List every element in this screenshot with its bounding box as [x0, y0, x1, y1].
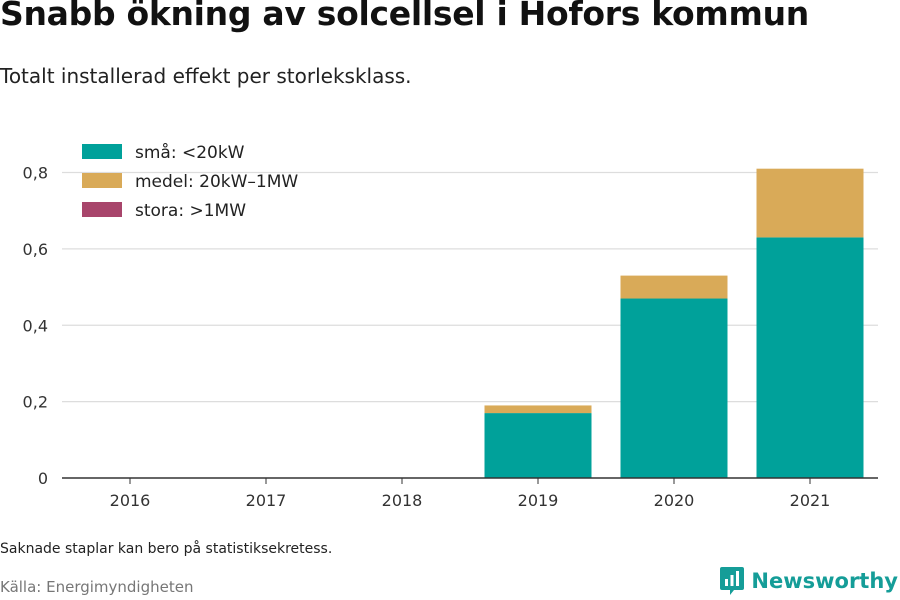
legend-swatch [82, 173, 122, 188]
bar-2020-series-0[interactable] [620, 298, 728, 478]
legend: små: <20kW medel: 20kW–1MW stora: >1MW [82, 142, 298, 221]
x-tick-label: 2019 [518, 491, 559, 510]
legend-swatch [82, 144, 122, 159]
bar-2019-series-1[interactable] [484, 405, 592, 414]
legend-label: små: <20kW [135, 142, 245, 163]
y-axis-ticks: 0 0,2 0,4 0,6 0,8 [23, 164, 48, 489]
bar-2019-series-0[interactable] [484, 413, 592, 478]
footnote: Saknade staplar kan bero på statistiksek… [0, 541, 333, 557]
legend-label: medel: 20kW–1MW [135, 172, 298, 192]
source-label: Källa: Energimyndigheten [0, 578, 194, 596]
x-tick-label: 2018 [382, 491, 423, 510]
newsworthy-logo[interactable]: Newsworthy [719, 566, 898, 596]
bar-2020-series-1[interactable] [620, 275, 728, 299]
chart-subtitle: Totalt installerad effekt per storlekskl… [0, 64, 412, 88]
bar-2021-series-1[interactable] [756, 168, 864, 238]
y-tick-label: 0,8 [23, 164, 48, 183]
y-tick-label: 0,6 [23, 240, 48, 259]
bars [484, 168, 864, 478]
x-tick-label: 2020 [654, 491, 695, 510]
y-tick-label: 0,2 [23, 393, 48, 412]
bar-chart: 0 0,2 0,4 0,6 0,8 2016 2017 2018 2019 2020 2021 s… [23, 142, 878, 510]
y-tick-label: 0,4 [23, 316, 48, 335]
legend-label: stora: >1MW [135, 201, 246, 221]
legend-swatch [82, 202, 122, 217]
bar-2021-series-0[interactable] [756, 237, 864, 478]
grid-lines [62, 171, 878, 403]
x-tick-label: 2016 [110, 491, 151, 510]
x-tick-label: 2021 [790, 491, 831, 510]
x-tick-label: 2017 [246, 491, 287, 510]
y-tick-label: 0 [38, 469, 48, 488]
chart-title: Snabb ökning av solcellsel i Hofors komm… [0, 0, 809, 33]
brand-name: Newsworthy [751, 569, 898, 593]
x-axis-ticks: 2016 2017 2018 2019 2020 2021 [110, 478, 831, 510]
newsworthy-icon [720, 567, 745, 595]
